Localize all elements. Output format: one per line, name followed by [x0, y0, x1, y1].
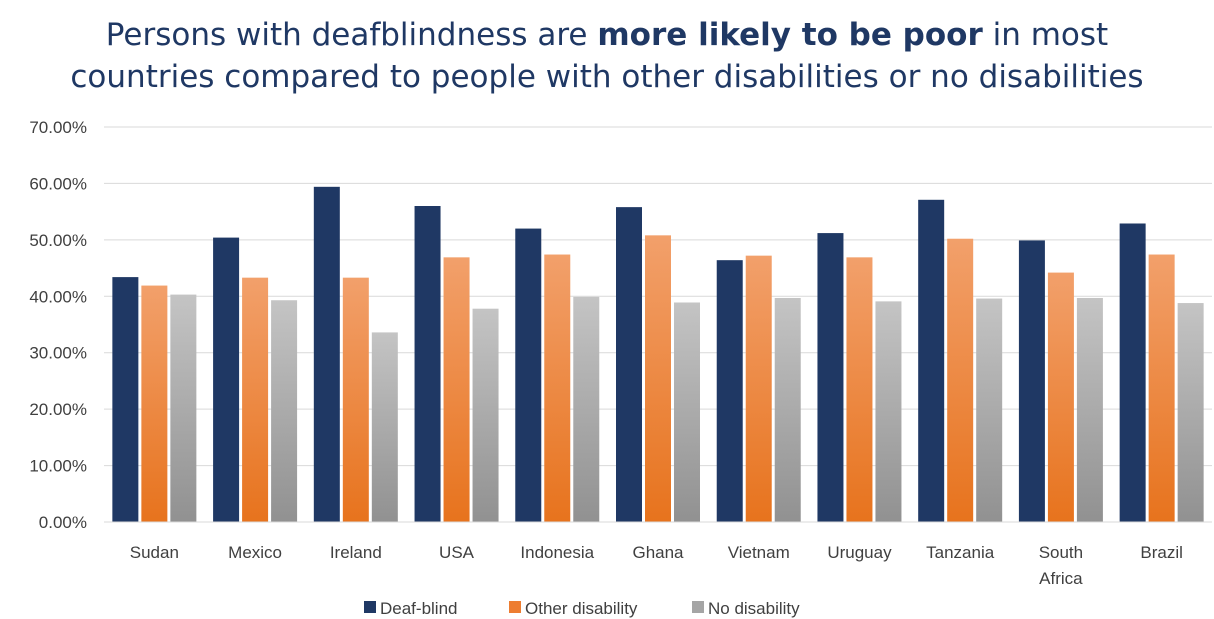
bar-no-disability — [774, 297, 801, 522]
bar-no-disability — [472, 308, 499, 522]
legend-label: Other disability — [525, 599, 638, 618]
x-tick-label: South Africa — [1039, 543, 1083, 588]
bar-other-disability — [544, 254, 571, 522]
y-tick-label: 60.00% — [29, 174, 87, 193]
bar-deaf-blind — [817, 233, 844, 523]
bar-no-disability — [573, 296, 600, 522]
bar-deaf-blind — [1119, 223, 1146, 522]
bar-no-disability — [875, 301, 902, 522]
bar-other-disability — [443, 257, 470, 522]
title-text-post: in most — [982, 17, 1109, 53]
bar-deaf-blind — [918, 199, 945, 523]
bar-other-disability — [1047, 272, 1074, 522]
bars — [112, 186, 1204, 523]
x-tick-label: Sudan — [130, 543, 179, 562]
bar-other-disability — [645, 235, 671, 523]
bar-deaf-blind — [716, 260, 743, 522]
chart-title-line-2: countries compared to people with other … — [70, 59, 1144, 95]
y-tick-label: 0.00% — [39, 513, 87, 532]
bar-other-disability — [242, 277, 269, 522]
title-text-bold: more likely to be poor — [597, 17, 983, 53]
bar-deaf-blind — [414, 206, 441, 522]
legend-label: No disability — [708, 599, 800, 618]
y-tick-label: 30.00% — [29, 344, 87, 363]
bar-other-disability — [947, 238, 974, 522]
axes: 0.00% 10.00% 20.00% 30.00% 40.00% 50.00% 60.00… — [29, 118, 1212, 588]
bar-deaf-blind — [213, 237, 240, 522]
bar-other-disability — [745, 255, 772, 522]
x-tick-label: Ireland — [330, 543, 382, 562]
bar-other-disability — [1148, 254, 1175, 522]
y-tick-label: 10.00% — [29, 457, 87, 476]
bar-no-disability — [1177, 303, 1204, 522]
legend-label: Deaf-blind — [380, 599, 458, 618]
legend-swatch — [509, 601, 521, 613]
bar-no-disability — [371, 332, 398, 522]
bar-deaf-blind — [515, 228, 542, 523]
x-tick-label: Vietnam — [728, 543, 790, 562]
bar-other-disability — [846, 257, 873, 522]
x-tick-label: Tanzania — [926, 543, 995, 562]
legend: Deaf-blind Other disability No disability — [364, 599, 800, 618]
legend-swatch — [692, 601, 704, 613]
y-tick-label: 20.00% — [29, 400, 87, 419]
x-tick-label: Mexico — [228, 543, 282, 562]
bar-no-disability — [170, 294, 197, 522]
bar-deaf-blind — [1018, 240, 1045, 522]
bar-other-disability — [141, 285, 168, 522]
x-tick-label: Brazil — [1140, 543, 1183, 562]
chart-title-line-1: Persons with deafblindness are more like… — [0, 14, 1214, 56]
x-tick-label: Indonesia — [520, 543, 594, 562]
y-tick-label: 40.00% — [29, 287, 87, 306]
bar-no-disability — [1076, 297, 1103, 522]
bar-deaf-blind — [616, 207, 642, 522]
bar-deaf-blind — [313, 186, 340, 523]
y-tick-label: 50.00% — [29, 231, 87, 250]
legend-swatch — [364, 601, 376, 613]
chart-title: Persons with deafblindness are more like… — [0, 14, 1214, 98]
bar-no-disability — [674, 302, 700, 522]
x-tick-label: Uruguay — [827, 543, 892, 562]
x-tick-label: Ghana — [632, 543, 684, 562]
y-tick-label: 70.00% — [29, 118, 87, 137]
bar-no-disability — [976, 298, 1003, 522]
bar-other-disability — [342, 277, 369, 522]
x-tick-label: USA — [439, 543, 475, 562]
bar-no-disability — [271, 300, 298, 522]
bar-deaf-blind — [112, 277, 139, 522]
title-text-pre: Persons with deafblindness are — [105, 17, 598, 53]
